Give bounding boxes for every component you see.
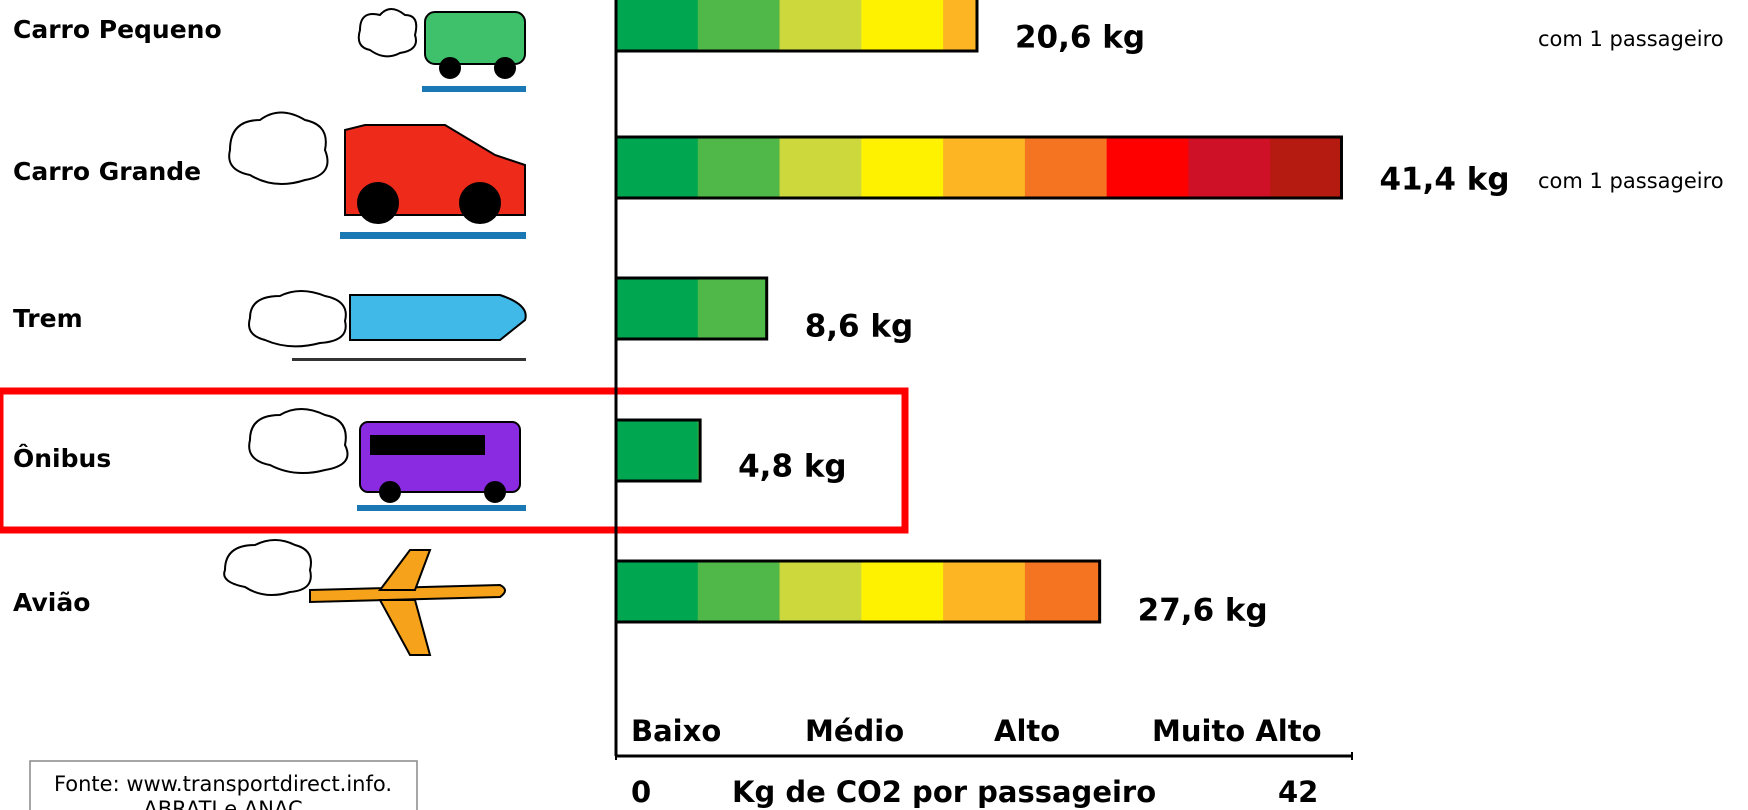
x-axis-title: Kg de CO2 por passageiro: [732, 775, 1156, 809]
bar-strip: [616, 137, 699, 198]
bar-strip: [779, 0, 862, 51]
source-text: Fonte: www.transportdirect.info.: [54, 772, 392, 796]
bar-strip: [779, 137, 862, 198]
bar-strips: [616, 278, 1352, 339]
bar-strip: [1107, 420, 1189, 481]
bar-strip: [943, 420, 1025, 481]
bar-strip: [1188, 278, 1270, 339]
category-label: Trem: [13, 304, 83, 333]
bar-strip: [1188, 0, 1270, 51]
value-label: 27,6 kg: [1138, 593, 1268, 629]
bar-strip: [1106, 137, 1189, 198]
zone-label: Médio: [805, 714, 904, 748]
bar-strip: [616, 278, 699, 339]
bar-strip: [943, 278, 1025, 339]
bar-strip: [1024, 137, 1108, 198]
category-label: Avião: [13, 588, 90, 617]
bar-strip: [1188, 137, 1271, 198]
bar-strip: [1025, 420, 1107, 481]
category-label: Carro Pequeno: [13, 15, 222, 44]
bar-strip: [697, 0, 781, 51]
bar-strip: [1270, 278, 1352, 339]
bar-strips: [616, 561, 1352, 622]
bar-strip: [861, 561, 944, 622]
bar: [614, 276, 769, 341]
icons: [223, 8, 527, 656]
zone-label: Muito Alto: [1152, 714, 1322, 748]
bar-strips: [616, 0, 1352, 51]
bar-strip: [1107, 278, 1189, 339]
value-label: 20,6 kg: [1015, 20, 1145, 56]
bar-strip: [943, 561, 1026, 622]
category-label: Ônibus: [13, 443, 111, 473]
bar-strip: [943, 137, 1026, 198]
bar: [614, 135, 1343, 200]
bar-strip: [943, 0, 977, 51]
bar-strips: [616, 420, 1352, 481]
x-tick-label: 42: [1278, 775, 1318, 809]
bar-strip: [697, 561, 781, 622]
bar-strip: [1025, 278, 1107, 339]
annotation: com 1 passageiro: [1538, 27, 1724, 51]
bar-strip: [779, 561, 862, 622]
value-label: 4,8 kg: [738, 449, 847, 485]
bar-strip: [697, 137, 781, 198]
bar-strip: [616, 561, 699, 622]
bar-strip: [616, 0, 699, 51]
category-label: Carro Grande: [13, 157, 201, 186]
bar-strip: [1270, 137, 1342, 198]
bar-strip: [1024, 561, 1100, 622]
bar: [614, 418, 702, 483]
annotation: com 1 passageiro: [1538, 169, 1724, 193]
bar-strip: [1270, 561, 1352, 622]
bar-strip: [861, 0, 944, 51]
zone-label: Baixo: [631, 714, 721, 748]
source-box: [29, 760, 418, 810]
highlight-box: [0, 387, 909, 534]
bar-strip: [616, 420, 699, 481]
source-text: ABRATI e ANAC: [143, 797, 302, 810]
bar: [614, 559, 1102, 624]
value-label: 41,4 kg: [1379, 162, 1509, 198]
bar-strip: [1270, 0, 1352, 51]
bar-strip: [1188, 420, 1270, 481]
bar-strip: [861, 137, 944, 198]
bar: [614, 0, 979, 53]
zone-label: Alto: [994, 714, 1060, 748]
bar-strips: [616, 137, 1342, 198]
bar-strip: [697, 278, 767, 339]
value-label: 8,6 kg: [805, 309, 914, 345]
x-tick-label: 0: [631, 775, 651, 809]
bar-strip: [1270, 420, 1352, 481]
